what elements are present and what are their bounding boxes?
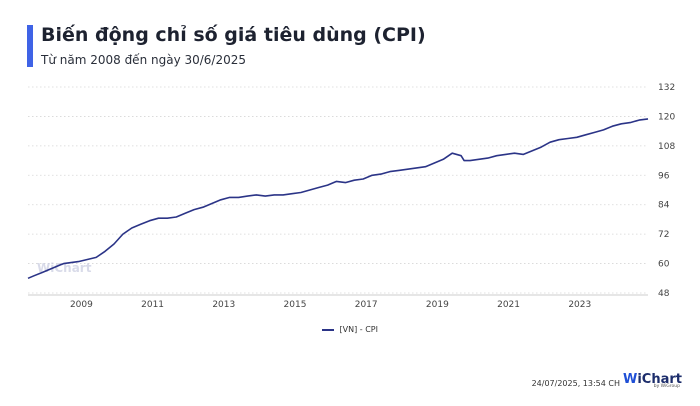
- y-tick-label: 132: [658, 83, 675, 93]
- export-timestamp: 24/07/2025, 13:54 CH: [531, 379, 620, 388]
- series-line-cpi[interactable]: [27, 118, 649, 280]
- x-tick-label: 2017: [355, 300, 378, 310]
- chart-subtitle: Từ năm 2008 đến ngày 30/6/2025: [41, 53, 247, 67]
- brand-subtitle: by WiGroup: [653, 384, 680, 389]
- x-tick-label: 2013: [212, 300, 235, 310]
- y-axis-labels: 48 60 72 84 96 108 120 132: [658, 83, 675, 299]
- y-tick-label: 72: [658, 230, 669, 240]
- title-accent-bar: [27, 25, 33, 67]
- brand-name: WiChart: [623, 372, 682, 387]
- y-tick-label: 96: [658, 171, 670, 181]
- wichart-logo[interactable]: WiChart by WiGroup: [623, 368, 682, 389]
- chart-legend[interactable]: [VN] - CPI: [0, 325, 700, 334]
- x-tick-label: 2015: [284, 300, 307, 310]
- x-tick-label: 2011: [141, 300, 164, 310]
- chart-title: Biến động chỉ số giá tiêu dùng (CPI): [41, 24, 426, 46]
- grid-lines: [28, 86, 648, 294]
- wichart-watermark: WiChart: [37, 261, 92, 275]
- y-tick-label: 60: [658, 260, 670, 270]
- x-tick-label: 2019: [426, 300, 449, 310]
- x-tick-label: 2023: [568, 300, 591, 310]
- legend-swatch: [322, 328, 334, 331]
- y-tick-label: 108: [658, 142, 675, 152]
- y-tick-label: 48: [658, 289, 670, 299]
- series-layer: [27, 118, 649, 280]
- x-tick-label: 2021: [497, 300, 520, 310]
- legend-label: [VN] - CPI: [339, 325, 378, 334]
- x-axis-labels: 2009 2011 2013 2015 2017 2019 2021 2023: [70, 300, 591, 310]
- y-tick-label: 120: [658, 112, 675, 122]
- y-tick-label: 84: [658, 201, 670, 211]
- x-tick-label: 2009: [70, 300, 93, 310]
